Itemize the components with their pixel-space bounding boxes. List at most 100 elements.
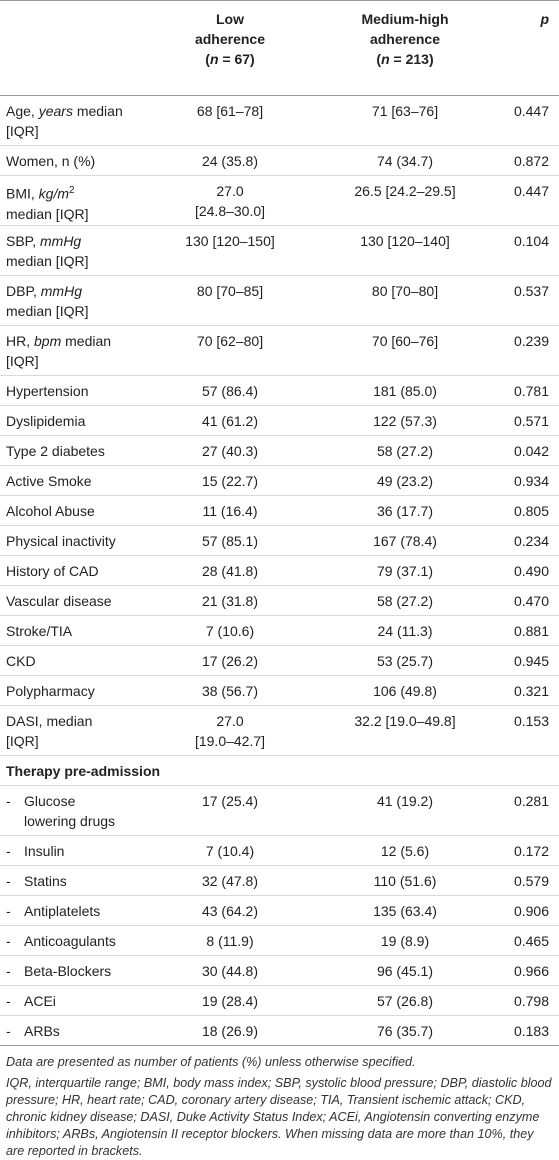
row-label: - Beta-Blockers [6,963,112,979]
table-row: Hypertension 57 (86.4) 181 (85.0) 0.781 [0,376,559,406]
cell-low: 38 (56.7) [201,683,259,699]
header-mh-line2: adherence [369,31,441,47]
row-label: HR, bpm median [IQR] [6,333,112,369]
cell-medium-high: 80 [70–80] [371,283,439,299]
row-label: - ACEi [6,993,56,1009]
cell-medium-high: 41 (19.2) [376,793,434,809]
row-label: CKD [6,653,36,669]
table-row: - ARBs 18 (26.9) 76 (35.7) 0.183 [0,1016,559,1046]
cell-low: 57 (86.4) [201,383,259,399]
header-low-line1: Low [216,11,244,27]
cell-low: 7 (10.6) [205,623,255,639]
cell-p: 0.042 [513,443,549,459]
row-label: - Insulin [6,843,65,859]
cell-p: 0.571 [513,413,549,429]
table-header: Low adherence (n = 67) Medium-high adher… [0,0,559,96]
cell-p: 0.465 [513,933,549,949]
row-label: - Statins [6,873,67,889]
cell-low: 18 (26.9) [201,1023,259,1039]
cell-medium-high: 135 (63.4) [373,903,437,919]
cell-p: 0.945 [513,653,549,669]
cell-medium-high: 36 (17.7) [376,503,434,519]
cell-p: 0.183 [513,1023,549,1039]
cell-p: 0.153 [513,713,549,729]
table-row: DBP, mmHg median [IQR] 80 [70–85] 80 [70–… [0,276,559,326]
cell-p: 0.447 [513,103,549,119]
cell-medium-high: 74 (34.7) [376,153,434,169]
row-label: DBP, mmHg median [IQR] [6,283,89,319]
cell-low: 28 (41.8) [201,563,259,579]
header-low-n: (n = 67) [205,51,255,67]
header-mh-line1: Medium-high [361,11,449,27]
table-body: Age, years median [IQR] 68 [61–78] 71 [63… [0,96,559,1046]
table-footnote: Data are presented as number of patients… [0,1046,559,1160]
cell-medium-high: 110 (51.6) [373,873,437,889]
cell-p: 0.872 [513,153,549,169]
table-row: Age, years median [IQR] 68 [61–78] 71 [63… [0,96,559,146]
cell-p: 0.579 [513,873,549,889]
row-label: - Anticoagulants [6,933,116,949]
cell-medium-high: 58 (27.2) [376,593,434,609]
table-row: HR, bpm median [IQR] 70 [62–80] 70 [60–76… [0,326,559,376]
cell-medium-high: 96 (45.1) [376,963,434,979]
table-row: - Anticoagulants 8 (11.9) 19 (8.9) 0.465 [0,926,559,956]
cell-medium-high: 130 [120–140] [360,233,450,249]
row-label: Age, years median [IQR] [6,103,123,139]
row-label: - Glucose lowering drugs [6,793,116,829]
table-row: Polypharmacy 38 (56.7) 106 (49.8) 0.321 [0,676,559,706]
cell-medium-high: 71 [63–76] [371,103,439,119]
cell-low: 17 (25.4) [201,793,259,809]
cell-p: 0.104 [513,233,549,249]
cell-low: 30 (44.8) [201,963,259,979]
cell-p: 0.781 [513,383,549,399]
section-title: Therapy pre-admission [6,763,161,779]
cell-medium-high: 76 (35.7) [376,1023,434,1039]
cell-low: 21 (31.8) [201,593,259,609]
cell-medium-high: 106 (49.8) [373,683,437,699]
cell-p: 0.881 [513,623,549,639]
table-row: DASI, median [IQR] 27.0 [19.0–42.7] 32.2 [… [0,706,559,756]
cell-low: 130 [120–150] [185,233,275,249]
cell-low: 24 (35.8) [201,153,259,169]
row-label: Active Smoke [6,473,92,489]
table-row: - ACEi 19 (28.4) 57 (26.8) 0.798 [0,986,559,1016]
table-row: - Statins 32 (47.8) 110 (51.6) 0.579 [0,866,559,896]
cell-low: 15 (22.7) [201,473,259,489]
footnote-data-presented: Data are presented as number of patients… [6,1055,416,1069]
row-label: Vascular disease [6,593,112,609]
table-row: Physical inactivity 57 (85.1) 167 (78.4)… [0,526,559,556]
cell-medium-high: 181 (85.0) [373,383,437,399]
cell-medium-high: 58 (27.2) [376,443,434,459]
row-label: Polypharmacy [6,683,95,699]
cell-p: 0.470 [513,593,549,609]
header-low-line2: adherence [194,31,266,47]
cell-low: 41 (61.2) [201,413,259,429]
cell-p: 0.172 [513,843,549,859]
cell-p: 0.966 [513,963,549,979]
cell-medium-high: 49 (23.2) [376,473,434,489]
cell-low: 17 (26.2) [201,653,259,669]
cell-low: 70 [62–80] [196,333,264,349]
row-label: Alcohol Abuse [6,503,95,519]
table-row: - Insulin 7 (10.4) 12 (5.6) 0.172 [0,836,559,866]
row-label: DASI, median [IQR] [6,713,93,749]
row-label: - Antiplatelets [6,903,101,919]
table-row: Alcohol Abuse 11 (16.4) 36 (17.7) 0.805 [0,496,559,526]
cell-medium-high: 79 (37.1) [376,563,434,579]
cell-p: 0.798 [513,993,549,1009]
row-label: Hypertension [6,383,89,399]
cell-low: 19 (28.4) [201,993,259,1009]
header-mh-n: (n = 213) [376,51,434,67]
cell-medium-high: 53 (25.7) [376,653,434,669]
table-row: - Beta-Blockers 30 (44.8) 96 (45.1) 0.966 [0,956,559,986]
cell-p: 0.934 [513,473,549,489]
cell-low: 27.0 [19.0–42.7] [194,713,266,749]
section-row: Therapy pre-admission [0,756,559,786]
cell-medium-high: 12 (5.6) [380,843,430,859]
row-label: Physical inactivity [6,533,116,549]
cell-p: 0.490 [513,563,549,579]
table-row: - Glucose lowering drugs 17 (25.4) 41 (19.… [0,786,559,836]
cell-p: 0.239 [513,333,549,349]
table-row: Type 2 diabetes 27 (40.3) 58 (27.2) 0.04… [0,436,559,466]
